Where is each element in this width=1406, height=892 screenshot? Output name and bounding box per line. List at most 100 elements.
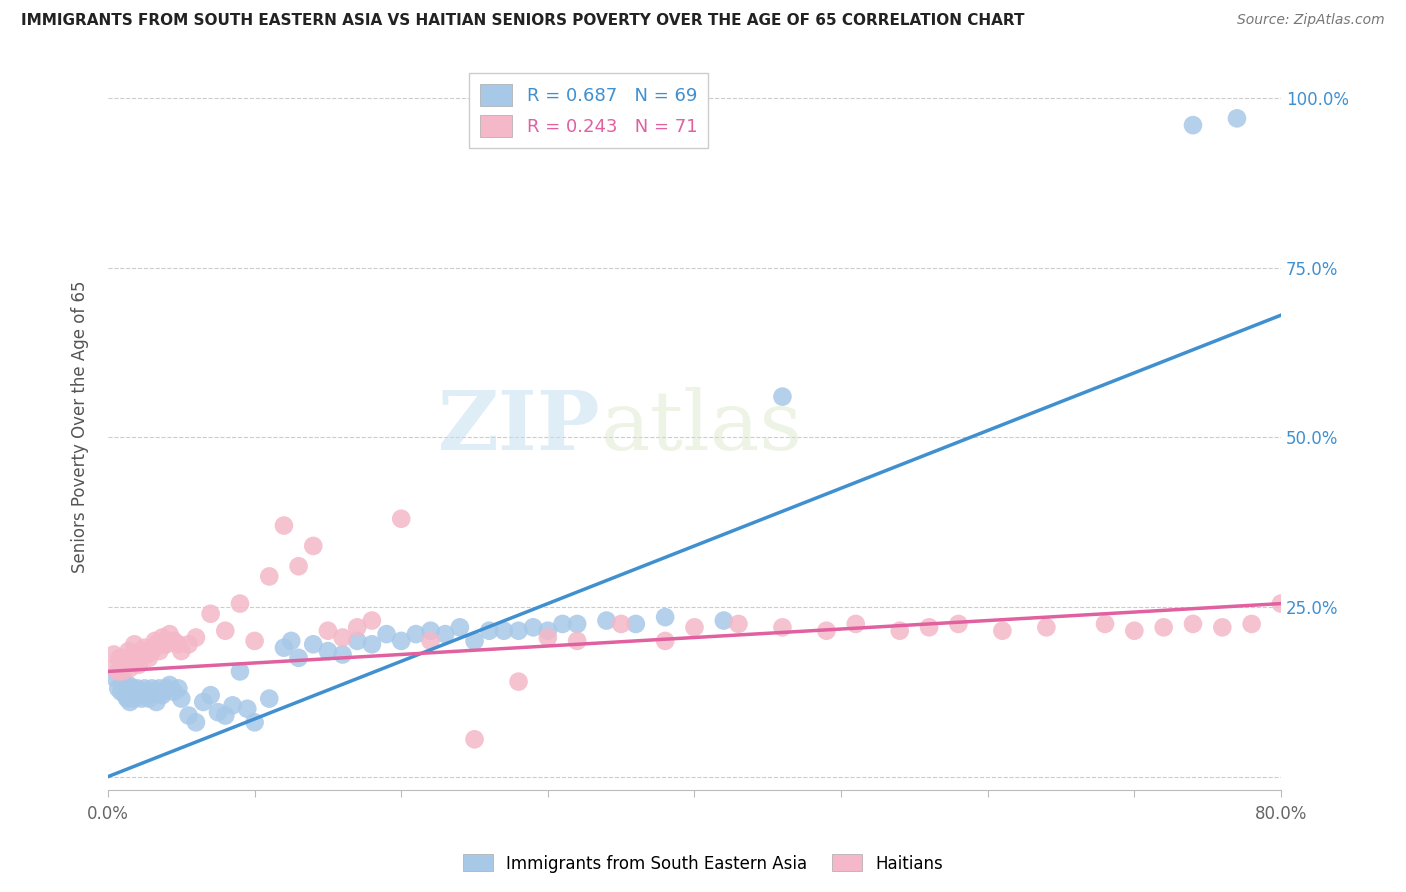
Point: [1035, 620, 1057, 634]
Point: [127, 648, 149, 662]
Point: [419, 633, 441, 648]
Point: [143, 633, 166, 648]
Point: [122, 654, 145, 668]
Point: [229, 597, 252, 611]
Point: [316, 624, 339, 638]
Point: [508, 624, 530, 638]
Point: [259, 569, 281, 583]
Point: [1211, 620, 1233, 634]
Point: [163, 685, 186, 699]
Point: [112, 651, 135, 665]
Point: [1153, 620, 1175, 634]
Point: [772, 620, 794, 634]
Point: [727, 616, 749, 631]
Point: [610, 616, 633, 631]
Point: [229, 665, 252, 679]
Point: [167, 681, 190, 696]
Point: [118, 695, 141, 709]
Point: [177, 708, 200, 723]
Point: [138, 651, 160, 665]
Point: [214, 624, 236, 638]
Point: [170, 644, 193, 658]
Point: [156, 637, 179, 651]
Point: [595, 614, 617, 628]
Point: [150, 688, 173, 702]
Point: [143, 685, 166, 699]
Point: [492, 624, 515, 638]
Point: [361, 637, 384, 651]
Point: [316, 644, 339, 658]
Point: [302, 539, 325, 553]
Point: [120, 651, 142, 665]
Point: [537, 631, 560, 645]
Point: [683, 620, 706, 634]
Point: [145, 695, 167, 709]
Point: [654, 633, 676, 648]
Point: [184, 715, 207, 730]
Point: [624, 616, 647, 631]
Point: [114, 657, 136, 672]
Y-axis label: Seniors Poverty Over the Age of 65: Seniors Poverty Over the Age of 65: [72, 281, 89, 574]
Point: [1123, 624, 1146, 638]
Point: [138, 691, 160, 706]
Point: [1240, 616, 1263, 631]
Point: [389, 512, 412, 526]
Point: [148, 681, 170, 696]
Point: [111, 674, 134, 689]
Point: [110, 657, 132, 672]
Point: [136, 688, 159, 702]
Point: [167, 637, 190, 651]
Point: [115, 691, 138, 706]
Point: [124, 691, 146, 706]
Point: [1226, 112, 1249, 126]
Point: [346, 620, 368, 634]
Point: [287, 651, 309, 665]
Point: [117, 678, 139, 692]
Point: [118, 661, 141, 675]
Point: [287, 559, 309, 574]
Text: atlas: atlas: [600, 387, 803, 467]
Point: [128, 657, 150, 672]
Point: [111, 665, 134, 679]
Legend: R = 0.687   N = 69, R = 0.243   N = 71: R = 0.687 N = 69, R = 0.243 N = 71: [470, 73, 709, 148]
Point: [214, 708, 236, 723]
Point: [170, 691, 193, 706]
Point: [103, 648, 125, 662]
Text: Source: ZipAtlas.com: Source: ZipAtlas.com: [1237, 13, 1385, 28]
Point: [125, 688, 148, 702]
Point: [200, 607, 222, 621]
Text: IMMIGRANTS FROM SOUTH EASTERN ASIA VS HAITIAN SENIORS POVERTY OVER THE AGE OF 65: IMMIGRANTS FROM SOUTH EASTERN ASIA VS HA…: [21, 13, 1025, 29]
Point: [1181, 118, 1204, 132]
Point: [815, 624, 838, 638]
Text: ZIP: ZIP: [439, 387, 600, 467]
Point: [389, 633, 412, 648]
Point: [134, 640, 156, 655]
Point: [184, 631, 207, 645]
Point: [163, 633, 186, 648]
Point: [148, 644, 170, 658]
Point: [845, 616, 868, 631]
Point: [537, 624, 560, 638]
Point: [200, 688, 222, 702]
Point: [127, 681, 149, 696]
Point: [567, 633, 589, 648]
Point: [361, 614, 384, 628]
Point: [104, 671, 127, 685]
Point: [159, 627, 181, 641]
Point: [125, 651, 148, 665]
Point: [117, 644, 139, 658]
Point: [522, 620, 544, 634]
Point: [131, 644, 153, 658]
Point: [107, 665, 129, 679]
Point: [772, 390, 794, 404]
Point: [302, 637, 325, 651]
Point: [1181, 616, 1204, 631]
Point: [145, 637, 167, 651]
Point: [464, 732, 486, 747]
Point: [948, 616, 970, 631]
Point: [551, 616, 574, 631]
Point: [405, 627, 427, 641]
Point: [129, 651, 152, 665]
Legend: Immigrants from South Eastern Asia, Haitians: Immigrants from South Eastern Asia, Hait…: [456, 847, 950, 880]
Point: [346, 633, 368, 648]
